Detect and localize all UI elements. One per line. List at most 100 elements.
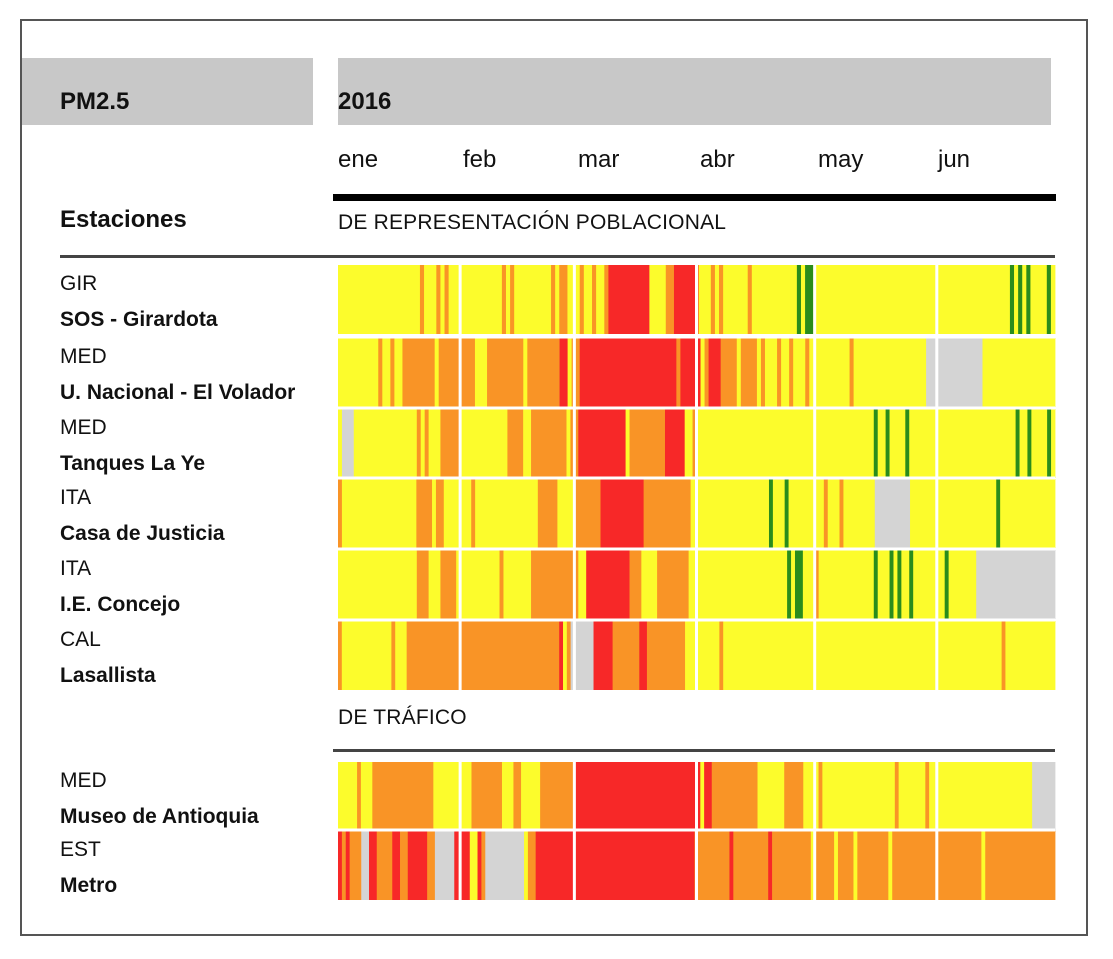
heat-cell (800, 265, 806, 334)
heat-cell (897, 550, 902, 619)
stations-heading: Estaciones (60, 206, 187, 233)
heat-cell (898, 762, 926, 831)
heat-cell (608, 265, 650, 334)
station-name: Casa de Justicia (60, 522, 225, 545)
station-code: GIR (60, 272, 98, 295)
heat-cell (708, 338, 722, 407)
heat-cell (419, 265, 425, 334)
month-label-mar: mar (578, 146, 620, 173)
heat-cell (521, 762, 541, 831)
heat-cell (382, 338, 391, 407)
heat-cell (406, 621, 560, 690)
heat-cell (507, 409, 524, 478)
heat-cell (849, 338, 854, 407)
heat-cell (503, 550, 532, 619)
heat-cell (805, 265, 814, 334)
heat-cell (853, 338, 927, 407)
heat-cell (873, 550, 879, 619)
heat-cell (756, 338, 762, 407)
heat-cell (392, 831, 401, 900)
heat-cell (499, 550, 504, 619)
heat-cell (629, 409, 666, 478)
heat-cell (592, 265, 597, 334)
heat-cell (448, 265, 503, 334)
heat-cell (929, 762, 1033, 831)
heat-cell (764, 338, 778, 407)
heat-cell (1047, 409, 1052, 478)
heat-cell (676, 338, 681, 407)
heat-cell (433, 762, 472, 831)
heat-cell (996, 479, 1001, 548)
heat-cell (527, 338, 560, 407)
heat-cell (523, 338, 528, 407)
heat-cell (1032, 762, 1056, 831)
heat-cell (925, 762, 930, 831)
heat-cell (578, 550, 587, 619)
heat-cell (873, 409, 879, 478)
heat-cell (665, 265, 675, 334)
heat-cell (349, 831, 362, 900)
heat-cell (690, 479, 770, 548)
heat-cell (353, 409, 418, 478)
heat-cell (696, 409, 875, 478)
heat-cell (673, 265, 699, 334)
heat-cell (341, 621, 392, 690)
heat-cell (563, 621, 568, 690)
heat-cell (736, 338, 742, 407)
heat-cell (535, 831, 695, 900)
heat-cell (909, 550, 914, 619)
heat-cell (913, 550, 946, 619)
heat-cell (657, 550, 690, 619)
heat-cell (559, 265, 568, 334)
heat-cell (505, 265, 511, 334)
heat-cell (1019, 409, 1028, 478)
heat-cell (435, 479, 445, 548)
month-label-abr: abr (700, 146, 735, 173)
heat-cell (985, 831, 1056, 900)
heat-cell (402, 338, 436, 407)
heat-cell (574, 762, 701, 831)
heat-cell (733, 831, 769, 900)
heat-cell (1014, 265, 1019, 334)
heat-cell (416, 479, 433, 548)
heat-cell (700, 762, 705, 831)
section-rule-left-population (60, 255, 333, 258)
month-label-jun: jun (938, 146, 971, 173)
heat-cell (1018, 265, 1023, 334)
heat-cell (768, 831, 773, 900)
station-code: ITA (60, 557, 92, 580)
heat-cell (823, 479, 829, 548)
heat-cell (510, 265, 515, 334)
heat-cell (440, 550, 457, 619)
heat-cell (551, 265, 556, 334)
heat-cell (424, 265, 437, 334)
heat-cell (982, 338, 1056, 407)
heat-cell (338, 479, 343, 548)
station-name: SOS - Girardota (60, 308, 218, 331)
heat-cell (981, 831, 986, 900)
heat-cell (818, 762, 823, 831)
station-name: Lasallista (60, 664, 156, 687)
heat-cell (523, 409, 532, 478)
heat-cell (579, 265, 585, 334)
heat-cell (440, 409, 461, 478)
heat-cell (814, 550, 820, 619)
heat-cell (814, 831, 835, 900)
heat-cell (531, 550, 579, 619)
heat-cell (378, 338, 383, 407)
heat-cell (639, 621, 648, 690)
heat-cell (338, 762, 358, 831)
heat-cell (376, 831, 393, 900)
heat-cell (481, 831, 486, 900)
heat-cell (1046, 265, 1052, 334)
heat-cell (573, 479, 601, 548)
heat-cell (1027, 409, 1032, 478)
year-header-box (338, 58, 1051, 125)
heat-cell (579, 338, 677, 407)
heat-cell (1005, 621, 1056, 690)
heat-cell (772, 479, 786, 548)
heat-cell (910, 479, 997, 548)
section-rule-traffic (333, 749, 1055, 752)
heat-cell (475, 479, 539, 548)
heat-cell (688, 550, 788, 619)
